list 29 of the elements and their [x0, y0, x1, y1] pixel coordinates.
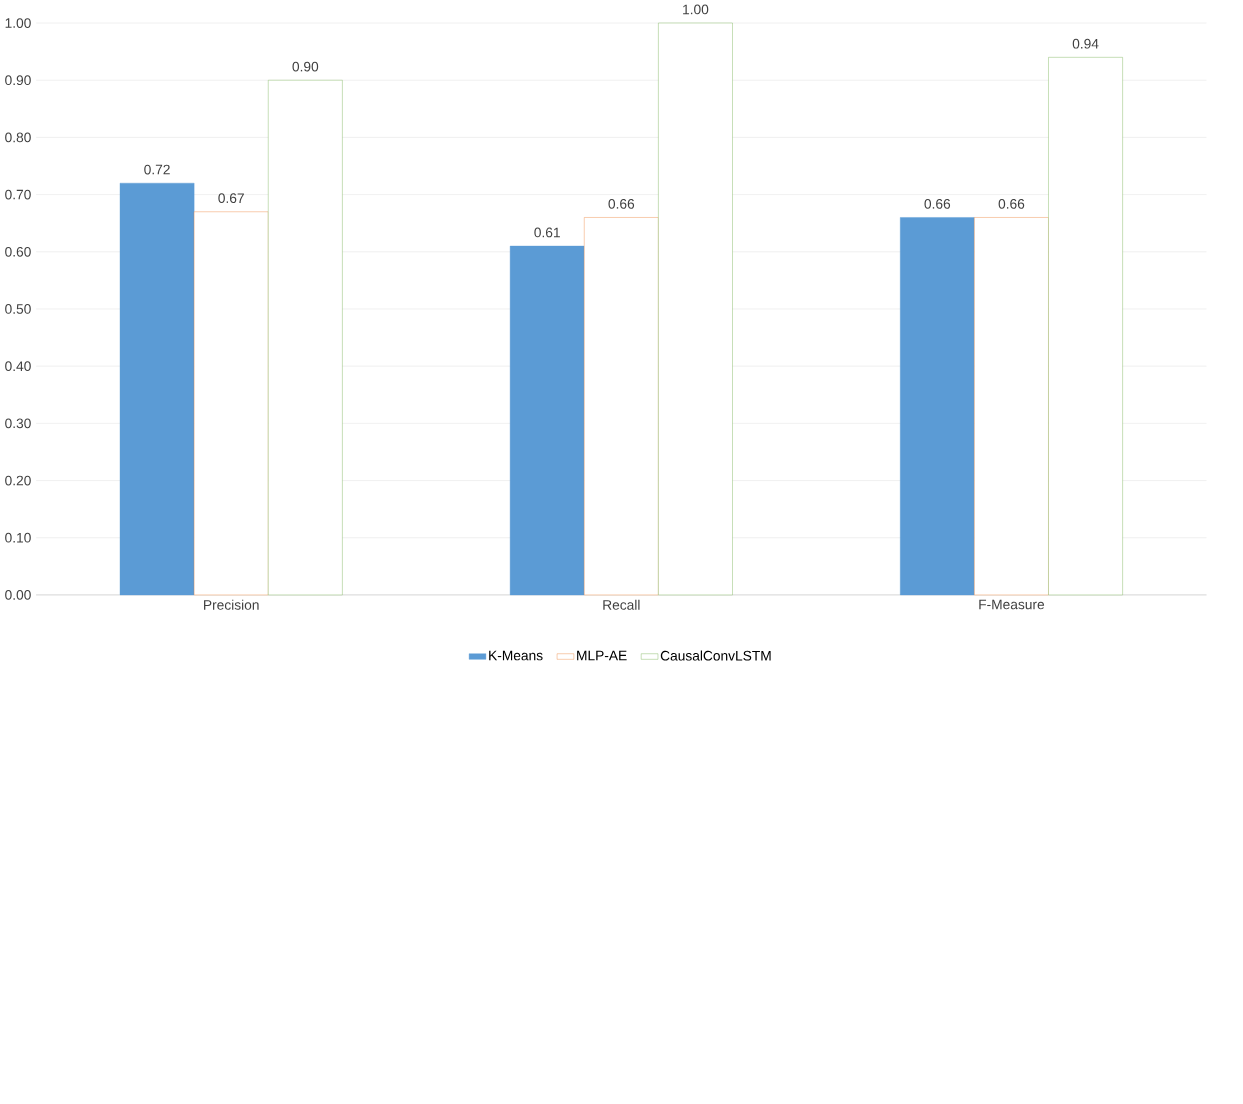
data-label: 0.66: [924, 199, 951, 209]
y-tick-label: 0.80: [5, 132, 31, 143]
data-label: 0.72: [144, 164, 170, 175]
y-tick-label: 0.60: [5, 246, 31, 257]
data-label: 0.66: [608, 199, 635, 209]
y-tick-label: 0.20: [5, 475, 31, 486]
y-tick-label: 0.00: [5, 590, 31, 600]
bar: [509, 245, 585, 596]
y-tick-label: 0.30: [5, 418, 31, 429]
data-label: 0.90: [292, 61, 319, 72]
y-tick-label: 1.00: [5, 18, 31, 28]
x-tick-label: F-Measure: [979, 599, 1045, 610]
y-tick-label: 0.10: [5, 532, 31, 543]
y-tick-label: 0.90: [5, 75, 31, 86]
legend-label: CausalConvLSTM: [660, 650, 771, 661]
data-label: 0.67: [218, 193, 244, 204]
y-tick-label: 0.50: [5, 304, 31, 314]
data-label: 0.61: [534, 227, 560, 238]
x-tick-label: Precision: [204, 599, 259, 610]
x-tick-label: Recall: [603, 599, 640, 610]
data-label: 0.66: [998, 199, 1025, 209]
bar: [119, 183, 195, 596]
legend-label: MLP-AE: [577, 650, 627, 661]
y-tick-label: 0.40: [5, 361, 31, 372]
data-label: 0.94: [1072, 38, 1099, 49]
legend-label: K-Means: [489, 650, 543, 661]
data-label: 1.00: [683, 4, 709, 15]
bar: [900, 217, 975, 596]
y-tick-label: 0.70: [5, 189, 31, 200]
